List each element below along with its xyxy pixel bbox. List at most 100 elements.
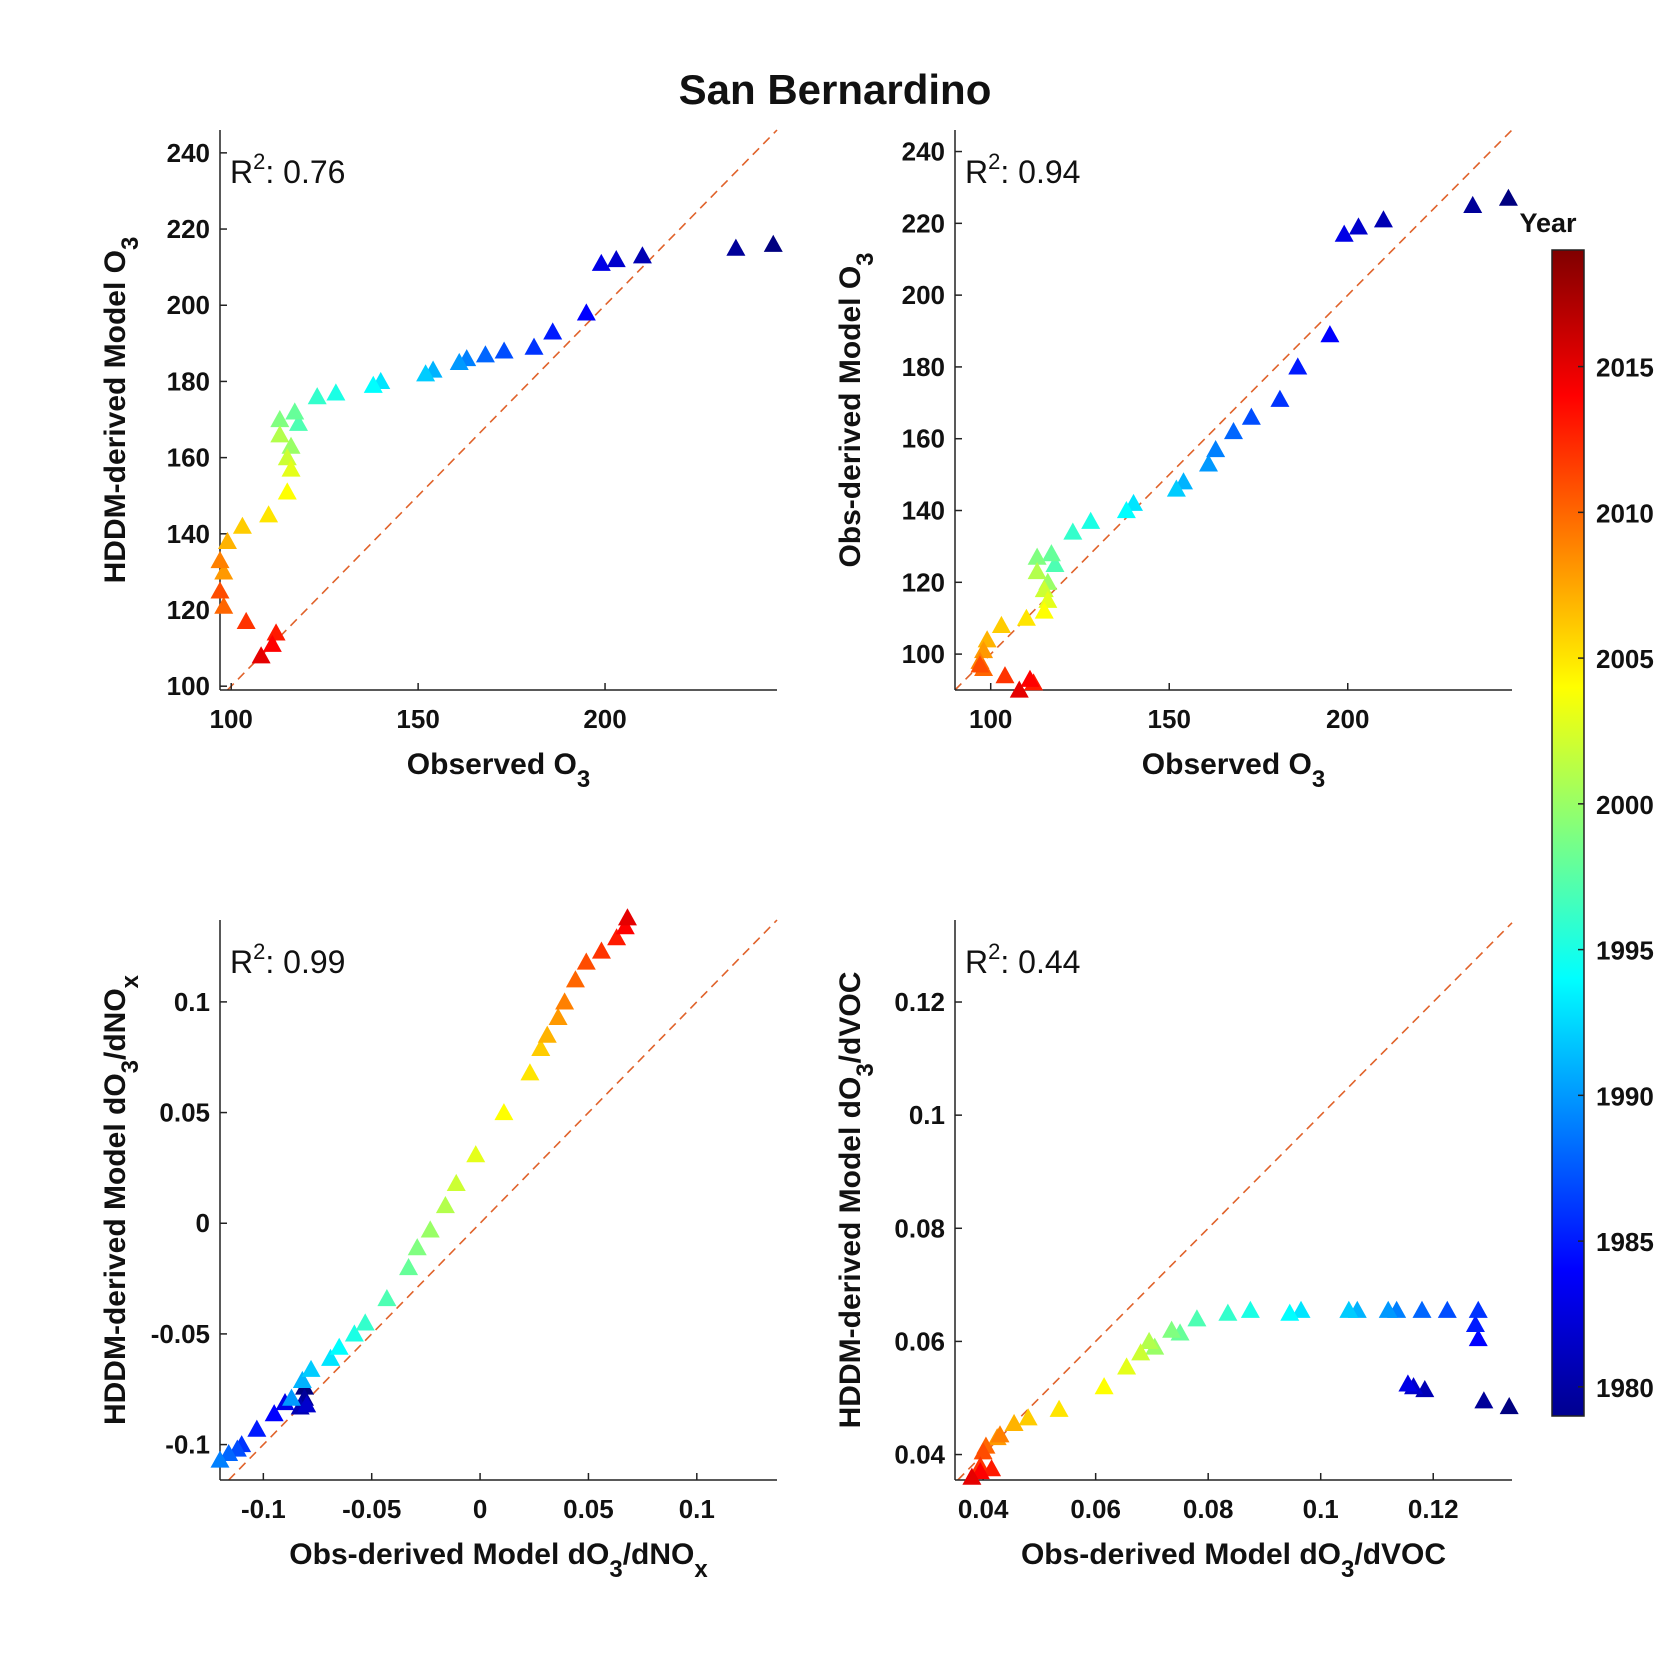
colorbar-gradient: [1551, 249, 1585, 1417]
x-tick-label: 150: [396, 704, 439, 734]
r-squared-symbol: R: [230, 154, 253, 190]
identity-line: [957, 922, 1513, 1481]
data-point: [995, 666, 1015, 684]
y-tick-label: 160: [902, 424, 945, 454]
data-point: [247, 1419, 267, 1437]
data-point: [210, 1450, 230, 1468]
x-tick-label: 200: [1326, 704, 1369, 734]
r-squared-exponent: 2: [253, 939, 265, 964]
data-point: [1288, 357, 1308, 375]
y-tick-label: 180: [902, 352, 945, 382]
data-point: [1034, 601, 1054, 619]
data-point: [416, 364, 436, 382]
data-point: [232, 516, 252, 534]
y-tick-label: 0.05: [159, 1098, 210, 1128]
colorbar-tick-label: 2005: [1596, 644, 1654, 674]
r-squared-value: : 0.44: [1000, 944, 1080, 980]
identity-line: [226, 129, 778, 691]
data-point: [214, 562, 234, 580]
subplot-4: 0.04 0.06 0.08 0.1 0.12 0.04 0.06 0.08 0.1 0.12 R2…: [834, 920, 1519, 1583]
y-tick-label: 0.1: [909, 1100, 945, 1130]
data-point: [555, 992, 575, 1010]
data-point: [329, 1337, 349, 1355]
figure-title: San Bernardino: [679, 66, 992, 113]
scatter-points: [210, 234, 783, 664]
data-point: [466, 1145, 486, 1163]
colorbar-title: Year: [1519, 208, 1577, 238]
x-tick-label: 0.06: [1070, 1494, 1121, 1524]
r-squared-symbol: R: [965, 944, 988, 980]
data-point: [1094, 1377, 1114, 1395]
data-point: [475, 345, 495, 363]
r-squared-value: : 0.99: [265, 944, 345, 980]
data-point: [617, 908, 637, 926]
data-point: [344, 1324, 364, 1342]
x-tick-label: 0.1: [1303, 1494, 1339, 1524]
data-point: [1139, 1331, 1159, 1350]
y-axis-label: Obs-derived Model O3: [834, 252, 879, 567]
data-point: [277, 482, 297, 500]
data-point: [1373, 210, 1393, 228]
colorbar-tick-label: 1990: [1596, 1081, 1654, 1111]
y-tick-label: 140: [902, 496, 945, 526]
data-point: [543, 322, 563, 340]
data-point: [1206, 439, 1226, 458]
data-point: [991, 615, 1011, 633]
y-tick-label: 0: [196, 1208, 210, 1238]
data-point: [1412, 1300, 1432, 1318]
y-tick-label: 240: [167, 138, 210, 168]
y-tick-label: 140: [167, 519, 210, 549]
data-point: [292, 1370, 312, 1388]
y-tick-label: 0.1: [174, 987, 210, 1017]
x-tick-label: -0.1: [241, 1494, 286, 1524]
y-tick-label: 0.06: [894, 1326, 945, 1356]
data-point: [1027, 562, 1047, 580]
y-axis-label: HDDM-derived Model dO3/dNOx: [99, 974, 144, 1425]
data-point: [1224, 422, 1243, 440]
data-point: [270, 410, 290, 428]
x-tick-label: 0.12: [1408, 1494, 1459, 1524]
data-point: [270, 425, 290, 443]
data-point: [1437, 1300, 1457, 1318]
scatter-points: [970, 188, 1518, 698]
y-tick-label: 200: [167, 290, 210, 320]
x-tick-label: 0.08: [1183, 1494, 1234, 1524]
data-point: [301, 1359, 321, 1377]
data-point: [1166, 479, 1186, 497]
x-tick-label: 100: [969, 704, 1012, 734]
colorbar-tick-label: 1980: [1596, 1373, 1654, 1403]
y-tick-label: -0.1: [165, 1430, 210, 1460]
y-tick-label: 220: [902, 208, 945, 238]
y-tick-label: 120: [167, 595, 210, 625]
data-point: [1218, 1303, 1238, 1321]
colorbar-tick-label: 2000: [1596, 790, 1654, 820]
data-point: [524, 337, 544, 355]
subplot-3: -0.1 -0.05 0 0.05 0.1 -0.1 -0.05 0 0.05 0.1 R2: 0.…: [99, 908, 778, 1583]
data-point: [494, 341, 514, 359]
y-tick-label: 240: [902, 137, 945, 167]
data-point: [285, 402, 305, 420]
x-tick-label: -0.05: [342, 1494, 401, 1524]
y-axis-label: HDDM-derived Model O3: [99, 237, 144, 584]
data-point: [1117, 1357, 1137, 1375]
data-point: [1474, 1391, 1494, 1409]
data-point: [1468, 1329, 1488, 1347]
data-point: [1499, 1396, 1519, 1415]
data-point: [494, 1103, 514, 1121]
data-point: [970, 655, 990, 673]
x-axis-label: Obs-derived Model dO3/dNOx: [289, 1538, 708, 1583]
y-tick-label: 100: [167, 671, 210, 701]
y-tick-label: 0.12: [894, 987, 945, 1017]
data-point: [1465, 1314, 1485, 1333]
data-point: [1038, 590, 1058, 608]
x-tick-label: 0.04: [958, 1494, 1009, 1524]
data-point: [1004, 1413, 1024, 1432]
data-point: [1339, 1300, 1359, 1318]
data-point: [1049, 1399, 1069, 1417]
data-point: [531, 1038, 551, 1056]
scatter-points: [962, 1300, 1519, 1485]
data-point: [1187, 1309, 1207, 1327]
data-point: [1041, 544, 1061, 562]
subplot-1: 100 150 200 100 120 140 160 180 200 220 240 R2: 0.7…: [99, 129, 783, 793]
